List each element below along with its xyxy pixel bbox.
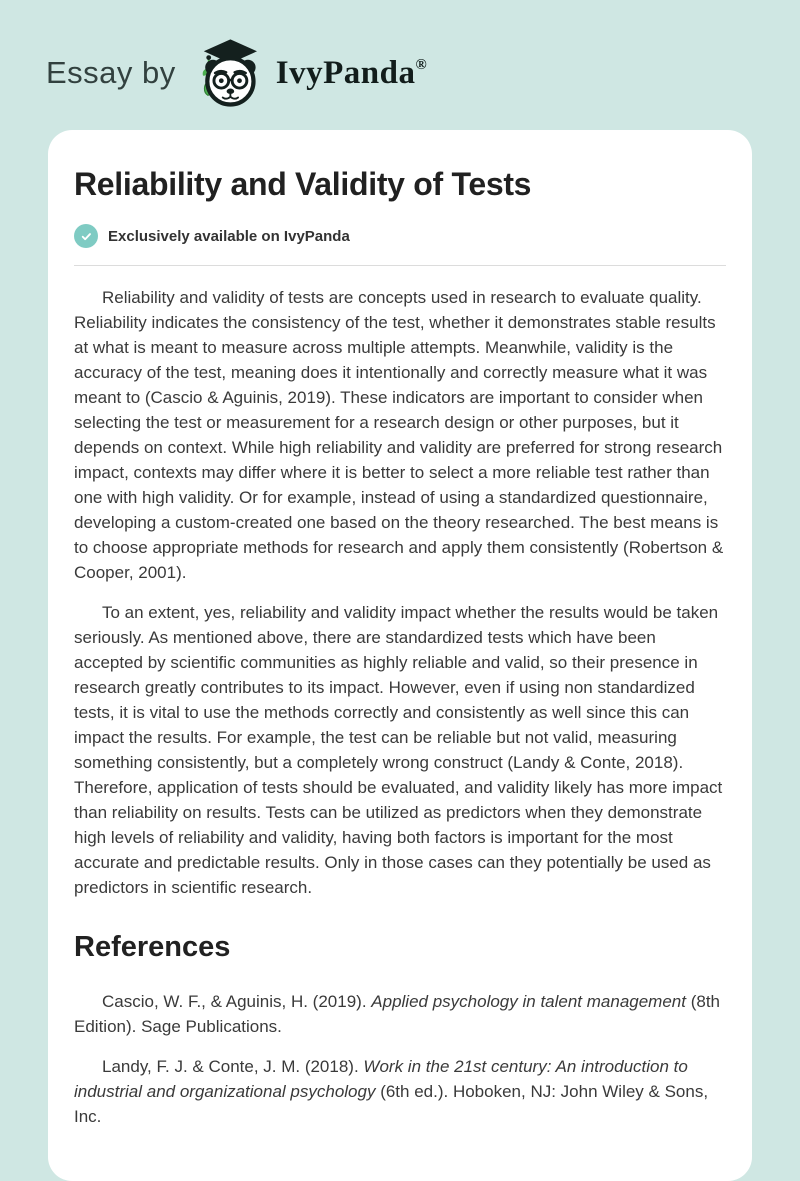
brand-name: IvyPanda [275,54,416,91]
essay-paragraph: Reliability and validity of tests are co… [74,288,724,582]
exclusive-badge-label: Exclusively available on IvyPanda [108,227,350,245]
exclusive-badge: Exclusively available on IvyPanda [74,224,726,248]
reference-title-italic: Applied psychology in talent management [371,992,686,1011]
essay-by-label: Essay by [46,55,176,90]
reference-text: (8th Edition). Sage Publications. [74,992,721,1036]
reference-text: Cascio, W. F., & Aguinis, H. (2019). [102,992,372,1011]
reference-entry: Landy, F. J. & Conte, J. M. (2018). Work… [74,1054,726,1129]
essay-card: Reliability and Validity of Tests Exclus… [48,130,752,1181]
page-title: Reliability and Validity of Tests [74,166,532,202]
page-header: Essay by [0,0,800,108]
reference-entry: Cascio, W. F., & Aguinis, H. (2019). App… [74,989,726,1039]
reference-title-italic: Work in the 21st century: An introductio… [74,1057,688,1101]
check-icon [74,224,98,248]
essay-paragraph: To an extent, yes, reliability and valid… [74,603,723,897]
reference-text: Landy, F. J. & Conte, J. M. (2018). [102,1057,364,1076]
divider [74,265,726,266]
registered-trademark: ® [415,56,428,73]
brand-wordmark: IvyPanda® [276,55,427,92]
references-heading: References [74,931,231,963]
reference-text: (6th ed.). Hoboken, NJ: John Wiley & Son… [74,1082,709,1126]
panda-graduate-icon [194,38,264,108]
